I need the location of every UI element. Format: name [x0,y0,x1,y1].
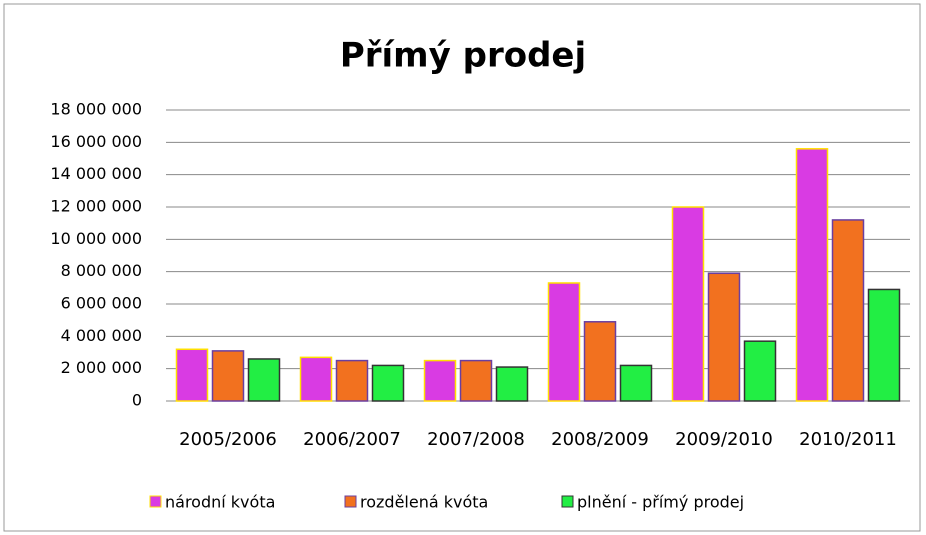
y-tick-label: 16 000 000 [50,132,142,151]
bar [371,364,405,402]
bar [459,359,493,402]
x-tick-label: 2010/2011 [799,429,897,450]
legend-label: rozdělená kvóta [360,493,488,512]
chart-title: Přímý prodej [340,36,586,76]
x-tick-label: 2006/2007 [303,429,401,450]
y-tick-label: 10 000 000 [50,229,142,248]
bar [707,272,741,402]
y-tick-label: 0 [132,391,142,410]
bar [299,356,333,402]
x-tick-label: 2009/2010 [675,429,773,450]
x-tick-label: 2008/2009 [551,429,649,450]
legend-swatch [561,495,574,508]
bar [247,358,281,402]
bar [671,206,705,402]
bar [547,282,581,402]
y-tick-label: 18 000 000 [50,100,142,119]
bar [795,148,829,402]
bar [831,219,865,402]
y-tick-label: 12 000 000 [50,197,142,216]
y-tick-label: 14 000 000 [50,164,142,183]
x-tick-label: 2005/2006 [179,429,277,450]
y-tick-label: 8 000 000 [61,261,142,280]
bar [619,364,653,402]
bar [211,350,245,402]
legend-swatch [149,495,162,508]
bar [743,340,777,402]
bar [867,288,901,402]
bar [175,348,209,402]
bar [423,359,457,402]
bar [495,366,529,402]
legend-label: plnění - přímý prodej [577,493,744,512]
x-tick-label: 2007/2008 [427,429,525,450]
y-tick-label: 2 000 000 [61,358,142,377]
y-tick-label: 4 000 000 [61,326,142,345]
legend-swatch [344,495,357,508]
chart-frame [3,3,921,532]
y-tick-label: 6 000 000 [61,294,142,313]
legend-label: národní kvóta [165,493,275,512]
bar [335,359,369,402]
bar [583,321,617,402]
